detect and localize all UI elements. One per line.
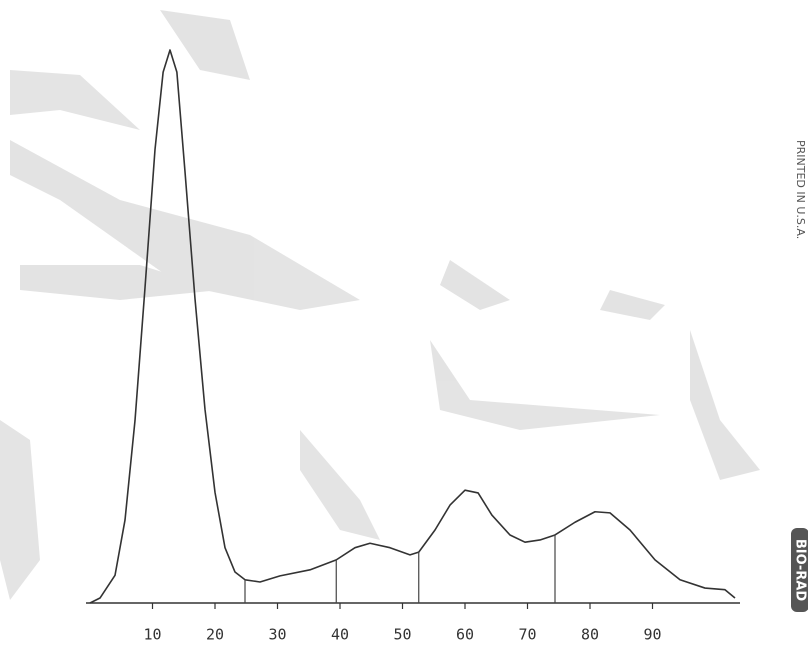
x-tick-label: 70 bbox=[518, 626, 536, 644]
x-tick-label: 90 bbox=[643, 626, 661, 644]
x-tick-label: 40 bbox=[331, 626, 349, 644]
x-tick-label: 60 bbox=[456, 626, 474, 644]
brand-badge bbox=[791, 528, 808, 612]
x-tick-label: 30 bbox=[268, 626, 286, 644]
x-tick-label: 10 bbox=[143, 626, 161, 644]
x-tick-label: 50 bbox=[393, 626, 411, 644]
side-text: PRINTED IN U.S.A. bbox=[794, 140, 807, 239]
scan-shadows bbox=[0, 10, 760, 600]
brand-text: BIO-RAD bbox=[793, 539, 808, 602]
brand-logo: BIO-RAD bbox=[791, 528, 808, 612]
x-tick-label: 80 bbox=[581, 626, 599, 644]
x-tick-label: 20 bbox=[206, 626, 224, 644]
trace-line bbox=[89, 49, 736, 604]
